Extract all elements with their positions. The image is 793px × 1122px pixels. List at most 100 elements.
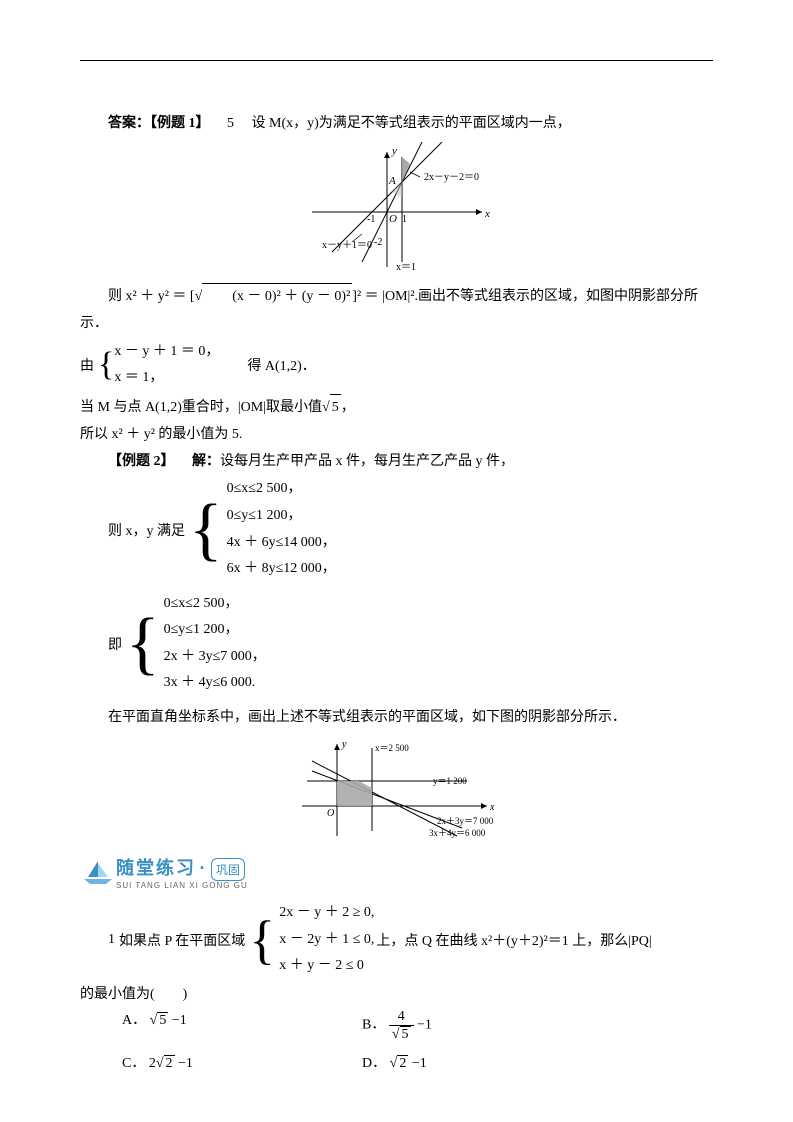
option-c: C． 2√2 −1 <box>122 1052 362 1072</box>
ex2-solve: 解： <box>192 454 220 469</box>
ex1-line: 答案：【例题 1】 5 设 M(x，y)为满足不等式组表示的平面区域内一点， <box>80 111 713 136</box>
option-b: B． 4 √5 −1 <box>362 1009 602 1042</box>
coincide-text: 当 M 与点 A(1,2)重合时，|OM|取最小值 <box>80 400 322 415</box>
svg-text:x: x <box>484 208 490 220</box>
get-text: 得 A(1,2)． <box>247 355 315 375</box>
section-cn: 随堂练习 <box>116 858 196 878</box>
ex2-sys2-r3: 2x ＋ 3y≤7 000， <box>164 644 266 671</box>
ex1-tag: 【例题 1】 <box>150 116 210 131</box>
q1-sys: 2x － y ＋ 2 ≥ 0, x － 2y ＋ 1 ≤ 0, x ＋ y － … <box>279 900 374 980</box>
section-py: SUI TANG LIAN XI GONG GU <box>116 881 248 890</box>
ex1-system-row: 由 { x － y ＋ 1 ＝ 0， x ＝ 1， 得 A(1,2)． <box>80 339 713 392</box>
svg-text:A: A <box>388 175 396 187</box>
ex2-sys2-r4: 3x ＋ 4y≤6 000. <box>164 670 266 697</box>
section-badge: 巩固 <box>211 858 245 881</box>
svg-text:O: O <box>327 808 334 819</box>
ex2-tag: 【例题 2】 <box>108 454 175 469</box>
opt-d-sqrt: 2 <box>397 1055 408 1072</box>
q1-sys-r2: x － 2y ＋ 1 ≤ 0, <box>279 927 374 954</box>
sqrt5: 5 <box>330 394 341 420</box>
opt-d-tail: −1 <box>408 1056 426 1071</box>
ex1-eqmid: ＝ |OM|². <box>361 289 418 304</box>
svg-text:-2: -2 <box>374 237 382 248</box>
ex2-sys1: 0≤x≤2 500， 0≤y≤1 200， 4x ＋ 6y≤14 000， 6x… <box>227 476 336 582</box>
ex2-sys1-r4: 6x ＋ 8y≤12 000， <box>227 556 336 583</box>
ex1-figure: y x A O -1 1 -2 2x－y－2＝0 x－y＋1＝0 x＝1 <box>80 142 713 277</box>
ex1-text: 设 M(x，y)为满足不等式组表示的平面区域内一点， <box>252 116 571 131</box>
ex1-sys-r2: x ＝ 1， <box>114 365 219 392</box>
ex1-rhs: ]² <box>352 289 361 304</box>
q1-row: 1 如果点 P 在平面区域 { 2x － y ＋ 2 ≥ 0, x － 2y ＋… <box>108 900 713 980</box>
q1-mid: 上，点 Q 在曲线 x²＋(y＋2)²＝1 上，那么|PQ| <box>376 930 651 950</box>
then-word2: 则 x，y 满足 <box>108 520 185 540</box>
opt-d-label: D． <box>362 1056 386 1071</box>
ex2-line: 【例题 2】 解：设每月生产甲产品 x 件，每月生产乙产品 y 件， <box>80 449 713 474</box>
section-header: 随堂练习 · 巩固 SUI TANG LIAN XI GONG GU <box>80 854 713 890</box>
coincide-end: ， <box>341 400 355 415</box>
ex1-lhs: x² ＋ y² ＝ [ <box>126 289 195 304</box>
sqrt-sym2: √ <box>322 400 330 415</box>
ex2-sys1-r2: 0≤y≤1 200， <box>227 503 336 530</box>
lbrace2-icon: { <box>189 498 223 561</box>
lbrace3-icon: { <box>126 612 160 675</box>
ex2-sys2-r1: 0≤x≤2 500， <box>164 591 266 618</box>
then-word: 则 <box>108 289 122 304</box>
q1-options: A． √5 −1 B． 4 √5 −1 C． 2√2 −1 D． √2 −1 <box>122 1009 713 1072</box>
boat-icon <box>80 857 116 887</box>
ex2-figure: y x O x＝2 500 y＝1 200 2x＋3y＝7 000 3x＋4y＝… <box>80 736 713 846</box>
ie-word: 即 <box>108 634 122 654</box>
q1-num: 1 <box>108 932 115 948</box>
svg-text:2x＋3y＝7 000: 2x＋3y＝7 000 <box>437 816 494 826</box>
ex1-sys-r1: x － y ＋ 1 ＝ 0， <box>114 339 219 366</box>
opt-c-sqrt: 2 <box>164 1055 175 1072</box>
svg-text:x－y＋1＝0: x－y＋1＝0 <box>322 240 372 251</box>
top-rule <box>80 60 713 61</box>
option-d: D． √2 −1 <box>362 1052 602 1072</box>
svg-text:y: y <box>391 145 397 157</box>
ex2-sys2-row: 即 { 0≤x≤2 500， 0≤y≤1 200， 2x ＋ 3y≤7 000，… <box>108 591 713 697</box>
q1-sys-r1: 2x － y ＋ 2 ≥ 0, <box>279 900 374 927</box>
ex1-aftereq2: 示． <box>80 311 713 336</box>
q1-sys-r3: x ＋ y － 2 ≤ 0 <box>279 953 374 980</box>
ex2-intro: 设每月生产甲产品 x 件，每月生产乙产品 y 件， <box>220 454 514 469</box>
ex1-eq-line: 则 x² ＋ y² ＝ [√(x － 0)² ＋ (y － 0)²]² ＝ |O… <box>80 283 713 309</box>
answer-label: 答案： <box>108 116 150 131</box>
by-word: 由 <box>80 355 94 375</box>
svg-text:y＝1 200: y＝1 200 <box>433 776 467 786</box>
svg-text:y: y <box>341 739 347 750</box>
ex2-sys1-r3: 4x ＋ 6y≤14 000， <box>227 530 336 557</box>
sqrt-content: (x － 0)² ＋ (y － 0)² <box>202 283 352 309</box>
ex2-sys2: 0≤x≤2 500， 0≤y≤1 200， 2x ＋ 3y≤7 000， 3x … <box>164 591 266 697</box>
opt-b-num: 4 <box>389 1009 414 1025</box>
svg-text:x: x <box>489 802 495 813</box>
q1-tail: 的最小值为( ) <box>80 982 713 1007</box>
option-a: A． √5 −1 <box>122 1009 362 1042</box>
svg-text:x＝2 500: x＝2 500 <box>375 743 409 753</box>
ex1-so: 所以 x² ＋ y² 的最小值为 5. <box>80 422 713 447</box>
opt-b-tail: −1 <box>414 1018 432 1033</box>
opt-b-label: B． <box>362 1018 385 1033</box>
lbrace4-icon: { <box>249 916 275 965</box>
sqrt-sym: √ <box>195 289 203 304</box>
opt-b-den: 5 <box>400 1026 411 1042</box>
opt-c-label: C． <box>122 1056 145 1071</box>
ex2-sys1-r1: 0≤x≤2 500， <box>227 476 336 503</box>
opt-a-sqrt: 5 <box>157 1012 168 1029</box>
svg-text:1: 1 <box>402 214 407 225</box>
opt-a-tail: −1 <box>168 1013 186 1028</box>
opt-c-pre: 2 <box>149 1056 156 1071</box>
so-text: 所以 x² ＋ y² 的最小值为 5. <box>80 427 242 442</box>
q1-pre: 如果点 P 在平面区域 <box>119 930 245 950</box>
ex1-value: 5 <box>227 116 234 131</box>
svg-text:2x－y－2＝0: 2x－y－2＝0 <box>424 172 479 183</box>
ex1-coincide: 当 M 与点 A(1,2)重合时，|OM|取最小值√5， <box>80 394 713 420</box>
svg-text:-1: -1 <box>367 214 375 225</box>
ex1-sys: x － y ＋ 1 ＝ 0， x ＝ 1， <box>114 339 219 392</box>
opt-c-tail: −1 <box>175 1056 193 1071</box>
ex2-plane: 在平面直角坐标系中，画出上述不等式组表示的平面区域，如下图的阴影部分所示． <box>80 705 713 730</box>
lbrace-icon: { <box>98 346 114 384</box>
ex2-sys2-r2: 0≤y≤1 200， <box>164 617 266 644</box>
ex2-sys1-row: 则 x，y 满足 { 0≤x≤2 500， 0≤y≤1 200， 4x ＋ 6y… <box>108 476 713 582</box>
ex1-aftereq: 画出不等式组表示的区域，如图中阴影部分所 <box>418 289 698 304</box>
svg-text:3x＋4y＝6 000: 3x＋4y＝6 000 <box>429 828 486 838</box>
